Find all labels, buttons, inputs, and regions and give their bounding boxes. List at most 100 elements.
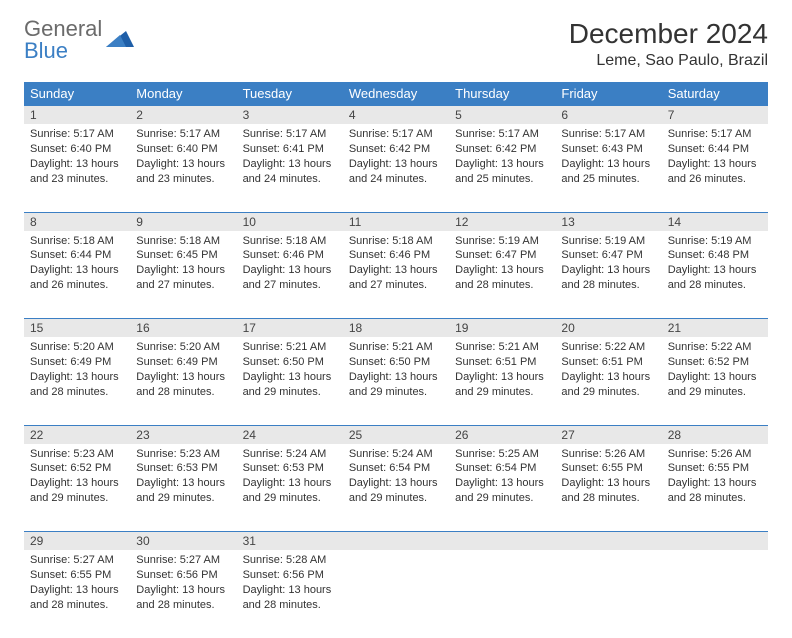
day-cell: Sunrise: 5:20 AMSunset: 6:49 PMDaylight:… [24,337,130,425]
day-cell: Sunrise: 5:24 AMSunset: 6:54 PMDaylight:… [343,444,449,532]
day-cell [449,550,555,638]
sunrise-text: Sunrise: 5:18 AM [30,234,124,249]
day-number: 29 [24,532,130,551]
day-number [343,532,449,551]
day-number: 8 [24,212,130,231]
day-number-row: 22232425262728 [24,425,768,444]
logo-word-general: General [24,18,102,40]
day-number: 5 [449,106,555,125]
sunset-text: Sunset: 6:56 PM [136,568,230,583]
sunset-text: Sunset: 6:53 PM [243,461,337,476]
day-number: 20 [555,319,661,338]
day-content-row: Sunrise: 5:23 AMSunset: 6:52 PMDaylight:… [24,444,768,532]
day-number: 3 [237,106,343,125]
day-cell: Sunrise: 5:23 AMSunset: 6:53 PMDaylight:… [130,444,236,532]
day-cell: Sunrise: 5:17 AMSunset: 6:42 PMDaylight:… [449,124,555,212]
weekday-header: Wednesday [343,82,449,106]
sunset-text: Sunset: 6:46 PM [349,248,443,263]
sunset-text: Sunset: 6:53 PM [136,461,230,476]
day-number: 18 [343,319,449,338]
day-number: 30 [130,532,236,551]
daylight-text: Daylight: 13 hours and 29 minutes. [30,476,124,506]
sunset-text: Sunset: 6:50 PM [243,355,337,370]
daylight-text: Daylight: 13 hours and 27 minutes. [349,263,443,293]
sunset-text: Sunset: 6:41 PM [243,142,337,157]
day-number-row: 15161718192021 [24,319,768,338]
sunrise-text: Sunrise: 5:22 AM [668,340,762,355]
weekday-header: Monday [130,82,236,106]
day-number: 31 [237,532,343,551]
sunrise-text: Sunrise: 5:23 AM [30,447,124,462]
day-content-row: Sunrise: 5:17 AMSunset: 6:40 PMDaylight:… [24,124,768,212]
sunset-text: Sunset: 6:42 PM [349,142,443,157]
sunrise-text: Sunrise: 5:17 AM [561,127,655,142]
day-number: 11 [343,212,449,231]
day-number: 21 [662,319,768,338]
sunset-text: Sunset: 6:44 PM [30,248,124,263]
day-content-row: Sunrise: 5:20 AMSunset: 6:49 PMDaylight:… [24,337,768,425]
day-cell: Sunrise: 5:19 AMSunset: 6:47 PMDaylight:… [449,231,555,319]
weekday-header: Saturday [662,82,768,106]
title-block: December 2024 Leme, Sao Paulo, Brazil [569,18,768,70]
sunset-text: Sunset: 6:55 PM [30,568,124,583]
day-cell: Sunrise: 5:22 AMSunset: 6:51 PMDaylight:… [555,337,661,425]
sunrise-text: Sunrise: 5:17 AM [243,127,337,142]
daylight-text: Daylight: 13 hours and 29 minutes. [243,476,337,506]
month-title: December 2024 [569,18,768,50]
sunrise-text: Sunrise: 5:25 AM [455,447,549,462]
day-number: 25 [343,425,449,444]
daylight-text: Daylight: 13 hours and 23 minutes. [136,157,230,187]
sunrise-text: Sunrise: 5:17 AM [30,127,124,142]
sunset-text: Sunset: 6:56 PM [243,568,337,583]
day-number: 22 [24,425,130,444]
day-number-row: 891011121314 [24,212,768,231]
day-cell: Sunrise: 5:25 AMSunset: 6:54 PMDaylight:… [449,444,555,532]
daylight-text: Daylight: 13 hours and 29 minutes. [243,370,337,400]
daylight-text: Daylight: 13 hours and 26 minutes. [668,157,762,187]
day-cell: Sunrise: 5:17 AMSunset: 6:44 PMDaylight:… [662,124,768,212]
day-cell: Sunrise: 5:18 AMSunset: 6:46 PMDaylight:… [237,231,343,319]
day-number: 12 [449,212,555,231]
daylight-text: Daylight: 13 hours and 28 minutes. [668,263,762,293]
sunset-text: Sunset: 6:49 PM [136,355,230,370]
logo-word-blue: Blue [24,40,102,62]
day-number-row: 293031 [24,532,768,551]
sunset-text: Sunset: 6:43 PM [561,142,655,157]
day-cell: Sunrise: 5:17 AMSunset: 6:42 PMDaylight:… [343,124,449,212]
day-cell: Sunrise: 5:26 AMSunset: 6:55 PMDaylight:… [662,444,768,532]
day-number: 6 [555,106,661,125]
logo-text: General Blue [24,18,102,62]
calendar-header-row: SundayMondayTuesdayWednesdayThursdayFrid… [24,82,768,106]
sunset-text: Sunset: 6:48 PM [668,248,762,263]
sunrise-text: Sunrise: 5:21 AM [349,340,443,355]
day-number: 19 [449,319,555,338]
sunset-text: Sunset: 6:55 PM [561,461,655,476]
daylight-text: Daylight: 13 hours and 29 minutes. [561,370,655,400]
daylight-text: Daylight: 13 hours and 29 minutes. [668,370,762,400]
sunrise-text: Sunrise: 5:17 AM [668,127,762,142]
daylight-text: Daylight: 13 hours and 28 minutes. [30,370,124,400]
day-content-row: Sunrise: 5:27 AMSunset: 6:55 PM Daylight:… [24,550,768,638]
sunset-text: Sunset: 6:45 PM [136,248,230,263]
day-cell: Sunrise: 5:19 AMSunset: 6:48 PMDaylight:… [662,231,768,319]
day-number [449,532,555,551]
sunset-text: Sunset: 6:42 PM [455,142,549,157]
day-number: 15 [24,319,130,338]
daylight-text: Daylight: 13 hours and 28 minutes. [136,370,230,400]
sunrise-text: Sunrise: 5:27 AM [30,553,124,568]
daylight-text: Daylight: 13 hours and 28 minutes. [561,476,655,506]
daylight-text: Daylight: 13 hours and 24 minutes. [243,157,337,187]
weekday-header: Thursday [449,82,555,106]
day-number: 10 [237,212,343,231]
sunrise-text: Sunrise: 5:17 AM [136,127,230,142]
weekday-header: Tuesday [237,82,343,106]
day-cell: Sunrise: 5:24 AMSunset: 6:53 PMDaylight:… [237,444,343,532]
daylight-text: Daylight: 13 hours and 28 minutes. [243,583,337,613]
day-cell: Sunrise: 5:20 AMSunset: 6:49 PMDaylight:… [130,337,236,425]
sunset-text: Sunset: 6:47 PM [455,248,549,263]
sunset-text: Sunset: 6:46 PM [243,248,337,263]
day-number [555,532,661,551]
day-cell: Sunrise: 5:21 AMSunset: 6:51 PMDaylight:… [449,337,555,425]
sunrise-text: Sunrise: 5:26 AM [561,447,655,462]
daylight-text: Daylight: 13 hours and 28 minutes. [668,476,762,506]
